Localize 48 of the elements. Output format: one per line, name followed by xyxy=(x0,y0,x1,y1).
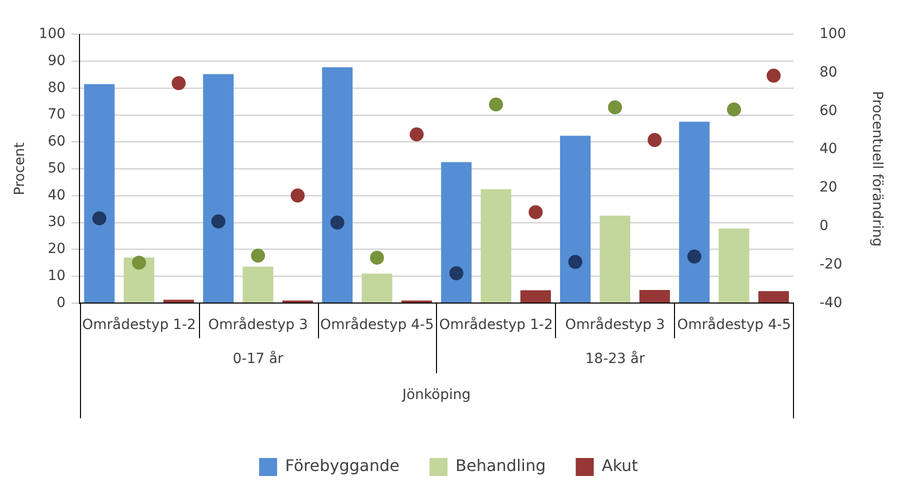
x-tick-label: Områdestyp 3 xyxy=(208,316,308,334)
bar xyxy=(520,290,551,302)
y2-tick-label: -40 xyxy=(819,294,842,311)
bar xyxy=(600,216,630,302)
bar xyxy=(441,162,472,302)
y-tick-label: 40 xyxy=(48,187,66,204)
bar xyxy=(758,291,789,302)
y-tick-label: 0 xyxy=(56,294,66,311)
text: 18-23 år xyxy=(585,350,645,367)
y-tick-label: 50 xyxy=(48,160,66,176)
y2-tick-label: 0 xyxy=(819,218,828,234)
bar xyxy=(203,74,234,302)
bar xyxy=(480,189,512,302)
x-tick-label: Områdestyp 4-5 xyxy=(677,316,791,334)
y2-axis-title: Procentuell förändring xyxy=(868,91,885,247)
y2-tick-label: 40 xyxy=(819,141,838,158)
bar xyxy=(84,84,115,302)
legend-label: Behandling xyxy=(455,456,546,476)
text: Jönköping xyxy=(401,386,471,403)
y-tick-label: 90 xyxy=(48,52,66,69)
bar xyxy=(639,290,670,302)
bar xyxy=(560,136,591,302)
y-tick-label: 30 xyxy=(48,214,66,230)
legend-label: Förebyggande xyxy=(285,456,400,476)
y-tick-label: 10 xyxy=(48,268,66,284)
y2-tick-label: 60 xyxy=(819,102,838,119)
y2-tick-label: -20 xyxy=(819,256,842,272)
x-tick-label: Områdestyp 1-2 xyxy=(439,316,553,334)
bar xyxy=(242,266,274,302)
bar xyxy=(322,67,353,302)
bar xyxy=(679,122,710,302)
y2-tick-label: 20 xyxy=(819,180,838,196)
y-tick-label: 100 xyxy=(38,26,66,42)
legend-label: Akut xyxy=(602,456,638,476)
bar xyxy=(163,300,194,302)
y-tick-label: 60 xyxy=(48,134,66,150)
bar xyxy=(718,228,750,302)
x-tick-label: Områdestyp 4-5 xyxy=(320,316,434,334)
y2-tick-label: 100 xyxy=(819,26,846,42)
x-tick-label: Områdestyp 3 xyxy=(565,316,665,334)
y-tick-label: 20 xyxy=(48,241,66,258)
y-tick-label: 70 xyxy=(48,106,66,123)
x-tick-label: Områdestyp 1-2 xyxy=(82,316,196,334)
y-tick-label: 80 xyxy=(48,80,66,96)
bar xyxy=(362,274,392,302)
y-axis-title: Procent xyxy=(12,142,28,196)
text: 0-17 år xyxy=(232,350,284,367)
y2-tick-label: 80 xyxy=(819,64,838,80)
